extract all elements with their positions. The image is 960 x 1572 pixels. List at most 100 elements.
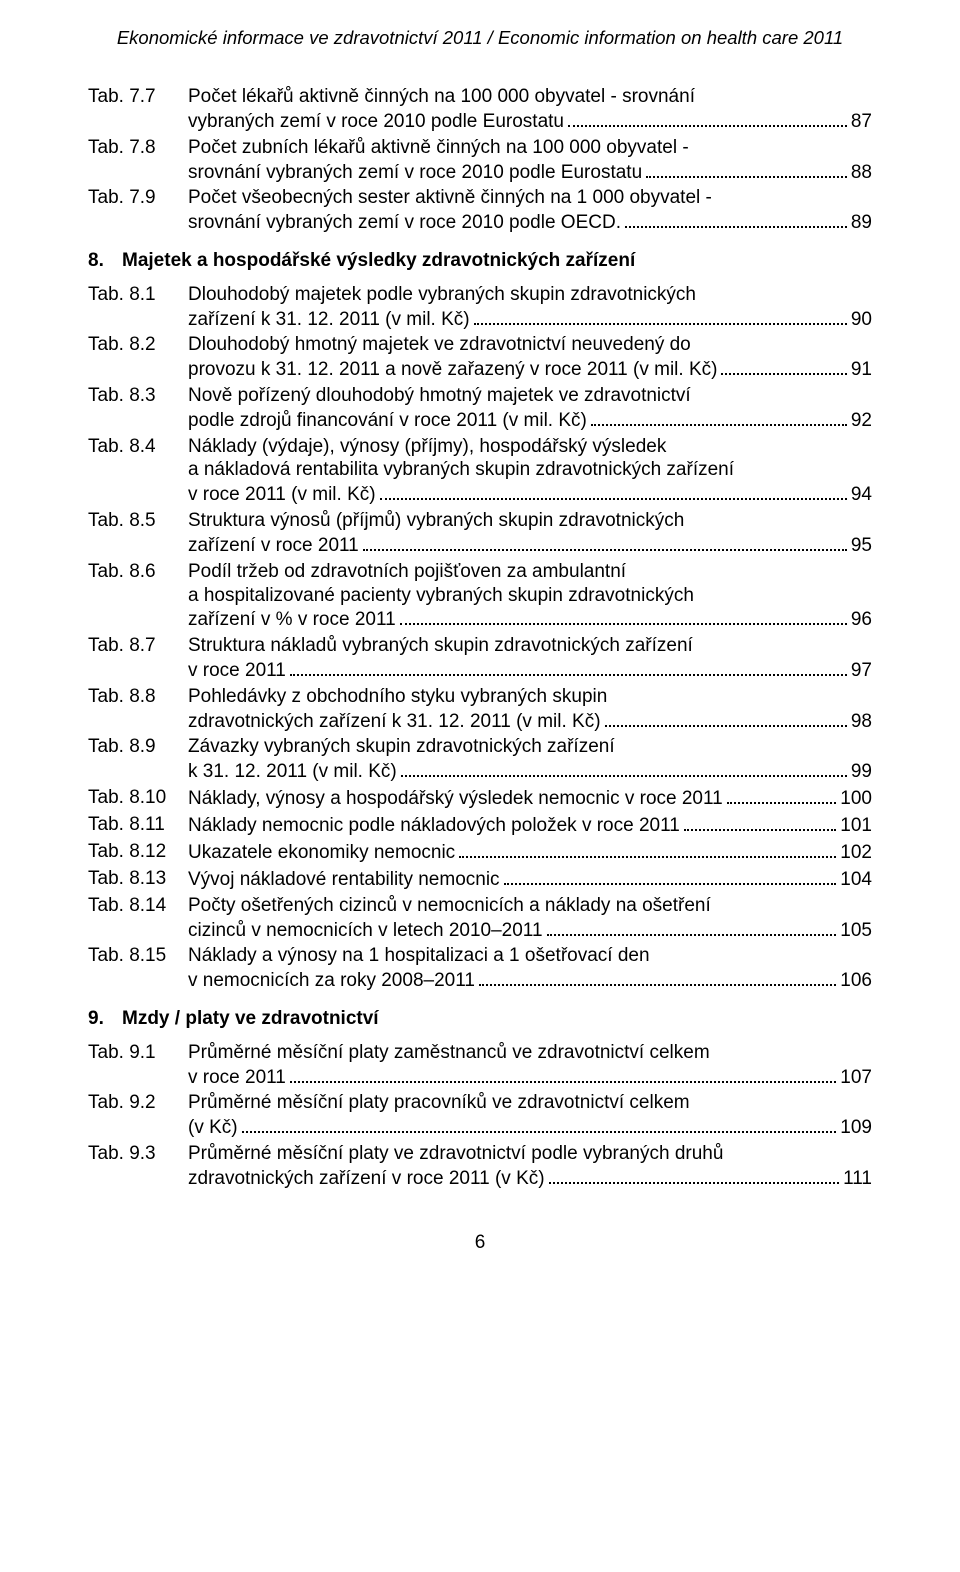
toc-entry: Tab. 9.2Průměrné měsíční platy pracovník…	[88, 1091, 872, 1140]
toc-entry-label: Tab. 8.6	[88, 560, 188, 584]
toc-entry-line: Počet všeobecných sester aktivně činných…	[188, 186, 872, 210]
toc-entry-line: Dlouhodobý hmotný majetek ve zdravotnict…	[188, 333, 872, 357]
toc-entry-line: srovnání vybraných zemí v roce 2010 podl…	[188, 210, 872, 235]
toc-entry-line: zařízení v % v roce 2011 96	[188, 607, 872, 632]
toc-entry-page: 96	[851, 608, 872, 632]
toc-entry-label: Tab. 8.13	[88, 867, 188, 891]
toc-entry-label: Tab. 9.2	[88, 1091, 188, 1115]
toc-entry: Tab. 8.10Náklady, výnosy a hospodářský v…	[88, 786, 872, 811]
toc-entry-text: Náklady a výnosy na 1 hospitalizaci a 1 …	[188, 944, 650, 968]
toc-entry-page: 109	[840, 1116, 872, 1140]
toc-entry-text: Náklady (výdaje), výnosy (příjmy), hospo…	[188, 435, 666, 459]
toc-leader-dots	[459, 840, 836, 858]
toc-entry-text: Průměrné měsíční platy zaměstnanců ve zd…	[188, 1041, 710, 1065]
toc-leader-dots	[568, 109, 847, 127]
toc-leader-dots	[290, 658, 847, 676]
toc-entry-text: vybraných zemí v roce 2010 podle Eurosta…	[188, 110, 564, 134]
toc-leader-dots	[605, 709, 847, 727]
toc-entry-line: Nově pořízený dlouhodobý hmotný majetek …	[188, 384, 872, 408]
toc-entry-body: Náklady a výnosy na 1 hospitalizaci a 1 …	[188, 944, 872, 993]
toc-entry: Tab. 8.11Náklady nemocnic podle nákladov…	[88, 813, 872, 838]
toc-entry-text: a nákladová rentabilita vybraných skupin…	[188, 458, 734, 482]
toc-entry-page: 105	[840, 919, 872, 943]
toc-entry-text: Ukazatele ekonomiky nemocnic	[188, 841, 455, 865]
toc-entry-line: Dlouhodobý majetek podle vybraných skupi…	[188, 283, 872, 307]
toc-leader-dots	[400, 607, 847, 625]
toc-entry-body: Ukazatele ekonomiky nemocnic 102	[188, 840, 872, 865]
toc-entry: Tab. 8.5Struktura výnosů (příjmů) vybran…	[88, 509, 872, 558]
toc-entry-text: zařízení v roce 2011	[188, 534, 359, 558]
toc-entry-text: cizinců v nemocnicích v letech 2010–2011	[188, 919, 543, 943]
toc-entry-text: Pohledávky z obchodního styku vybraných …	[188, 685, 607, 709]
toc-entry-page: 87	[851, 110, 872, 134]
toc-entry-page: 92	[851, 409, 872, 433]
toc-entry-line: Počty ošetřených cizinců v nemocnicích a…	[188, 894, 872, 918]
section-title: Mzdy / platy ve zdravotnictví	[122, 1007, 379, 1031]
toc-entry-line: v roce 2011107	[188, 1064, 872, 1089]
toc-entry-page: 97	[851, 659, 872, 683]
toc-entry-body: Náklady, výnosy a hospodářský výsledek n…	[188, 786, 872, 811]
toc-entry-text: Průměrné měsíční platy pracovníků ve zdr…	[188, 1091, 690, 1115]
toc-entry: Tab. 8.6Podíl tržeb od zdravotních pojiš…	[88, 560, 872, 632]
toc-leader-dots	[549, 1166, 840, 1184]
toc-entry-label: Tab. 8.2	[88, 333, 188, 357]
toc-block: Tab. 7.7Počet lékařů aktivně činných na …	[88, 85, 872, 235]
page-number: 6	[88, 1231, 872, 1255]
toc-entry-text: (v Kč)	[188, 1116, 238, 1140]
toc-entry-label: Tab. 7.9	[88, 186, 188, 210]
toc-entry-line: Náklady nemocnic podle nákladových polož…	[188, 813, 872, 838]
toc-entry-page: 104	[840, 868, 872, 892]
toc-entry-text: v nemocnicích za roky 2008–2011	[188, 969, 475, 993]
toc-entry-page: 111	[843, 1167, 872, 1191]
toc-entry-page: 94	[851, 483, 872, 507]
toc-entry-line: Ukazatele ekonomiky nemocnic 102	[188, 840, 872, 865]
toc-entry-label: Tab. 8.8	[88, 685, 188, 709]
toc-leader-dots	[547, 917, 837, 935]
toc-entry-body: Počty ošetřených cizinců v nemocnicích a…	[188, 894, 872, 943]
section-number: 8.	[88, 249, 122, 273]
toc-entry-text: Dlouhodobý hmotný majetek ve zdravotnict…	[188, 333, 691, 357]
toc-entry-text: Průměrné měsíční platy ve zdravotnictví …	[188, 1142, 723, 1166]
toc-entry-text: v roce 2011	[188, 659, 286, 683]
toc-entry-label: Tab. 8.14	[88, 894, 188, 918]
toc-block: Tab. 8.1Dlouhodobý majetek podle vybraný…	[88, 283, 872, 993]
toc-entry-page: 95	[851, 534, 872, 558]
toc-entry-line: v roce 2011 (v mil. Kč)94	[188, 482, 872, 507]
toc-entry: Tab. 8.8Pohledávky z obchodního styku vy…	[88, 685, 872, 734]
toc-entry-text: Struktura nákladů vybraných skupin zdrav…	[188, 634, 693, 658]
toc-entry: Tab. 9.1Průměrné měsíční platy zaměstnan…	[88, 1041, 872, 1090]
toc-leader-dots	[479, 968, 836, 986]
toc-entry-line: Počet lékařů aktivně činných na 100 000 …	[188, 85, 872, 109]
toc-entry-line: Průměrné měsíční platy zaměstnanců ve zd…	[188, 1041, 872, 1065]
toc-entry-page: 89	[851, 211, 872, 235]
toc-entry-line: Průměrné měsíční platy ve zdravotnictví …	[188, 1142, 872, 1166]
toc-entry: Tab. 8.15Náklady a výnosy na 1 hospitali…	[88, 944, 872, 993]
toc-entry-body: Náklady (výdaje), výnosy (příjmy), hospo…	[188, 435, 872, 507]
toc-entry-line: a hospitalizované pacienty vybraných sku…	[188, 584, 872, 608]
toc-leader-dots	[727, 786, 837, 804]
toc-entry: Tab. 8.13Vývoj nákladové rentability nem…	[88, 867, 872, 892]
toc-block: Tab. 9.1Průměrné měsíční platy zaměstnan…	[88, 1041, 872, 1191]
toc-entry-page: 88	[851, 161, 872, 185]
toc-entry-line: Pohledávky z obchodního styku vybraných …	[188, 685, 872, 709]
toc-entry-line: cizinců v nemocnicích v letech 2010–2011…	[188, 917, 872, 942]
toc-entry-body: Struktura výnosů (příjmů) vybraných skup…	[188, 509, 872, 558]
toc-entry-line: srovnání vybraných zemí v roce 2010 podl…	[188, 160, 872, 185]
toc-entry-label: Tab. 8.15	[88, 944, 188, 968]
toc-entry: Tab. 7.8Počet zubních lékařů aktivně čin…	[88, 136, 872, 185]
toc-entry-label: Tab. 8.4	[88, 435, 188, 459]
toc-entry-text: zařízení k 31. 12. 2011 (v mil. Kč)	[188, 308, 470, 332]
toc-entry-text: Náklady, výnosy a hospodářský výsledek n…	[188, 787, 723, 811]
toc-entry-body: Struktura nákladů vybraných skupin zdrav…	[188, 634, 872, 683]
toc-entry-text: zařízení v % v roce 2011	[188, 608, 396, 632]
toc-entry-page: 107	[840, 1066, 872, 1090]
toc-leader-dots	[380, 482, 847, 500]
toc-entry-text: Podíl tržeb od zdravotních pojišťoven za…	[188, 560, 626, 584]
toc-entry-text: srovnání vybraných zemí v roce 2010 podl…	[188, 211, 621, 235]
header-en: Economic information on health care 2011	[498, 27, 843, 48]
toc-entry-page: 102	[840, 841, 872, 865]
toc-entry: Tab. 8.7Struktura nákladů vybraných skup…	[88, 634, 872, 683]
toc-entry-text: Závazky vybraných skupin zdravotnických …	[188, 735, 615, 759]
toc-leader-dots	[721, 357, 846, 375]
toc-entry-text: Struktura výnosů (příjmů) vybraných skup…	[188, 509, 684, 533]
